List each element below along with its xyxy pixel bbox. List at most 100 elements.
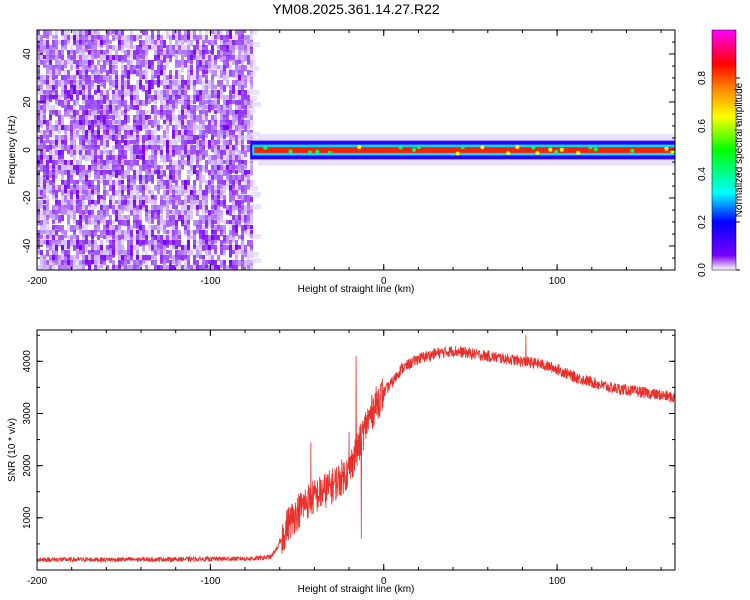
noise-cell: [73, 75, 76, 84]
noise-cell: [97, 160, 100, 170]
noise-cell: [76, 60, 79, 68]
noise-cell: [97, 30, 100, 39]
noise-cell: [37, 80, 40, 86]
noise-cell: [73, 85, 76, 95]
spectrogram-signal-line: [250, 134, 675, 166]
noise-cell: [76, 235, 79, 244]
noise-cell: [202, 55, 205, 60]
noise-cell: [166, 205, 169, 211]
noise-cell: [154, 185, 157, 191]
signal-speckle: [593, 147, 598, 152]
noise-cell: [88, 145, 91, 150]
noise-cell: [184, 130, 187, 136]
spectrogram-x-ticks: -200 -100 0 100: [27, 30, 662, 287]
noise-cell: [196, 135, 199, 140]
signal-speckle: [548, 147, 553, 152]
noise-cell: [82, 255, 85, 262]
noise-cell: [175, 60, 178, 69]
noise-cell: [139, 35, 142, 40]
noise-cell: [43, 190, 46, 197]
noise-cell: [79, 45, 82, 53]
noise-cell: [169, 75, 172, 80]
noise-cell: [202, 70, 205, 78]
noise-cell: [235, 155, 238, 163]
noise-cell: [172, 265, 175, 270]
noise-cell: [151, 175, 154, 183]
noise-cell: [151, 105, 154, 115]
noise-cell: [130, 165, 133, 171]
noise-cell: [79, 40, 82, 50]
noise-cell: [217, 75, 220, 80]
noise-cell: [250, 45, 253, 52]
noise-cell: [205, 235, 208, 244]
noise-cell: [40, 250, 43, 258]
noise-cell: [235, 205, 238, 211]
noise-cell: [133, 235, 136, 242]
noise-cell: [163, 250, 166, 260]
noise-cell: [247, 105, 250, 110]
noise-cell: [166, 135, 169, 145]
noise-cell: [136, 240, 139, 245]
noise-cell: [37, 110, 40, 116]
noise-cell: [181, 95, 184, 101]
noise-cell: [112, 200, 115, 208]
noise-cell: [241, 120, 244, 126]
noise-cell: [202, 45, 205, 54]
noise-cell: [190, 195, 193, 205]
noise-cell: [187, 105, 190, 113]
noise-cell: [82, 150, 85, 155]
noise-cell: [49, 85, 52, 90]
noise-cell: [193, 235, 196, 242]
noise-cell: [151, 260, 154, 266]
noise-cell: [121, 30, 124, 37]
noise-cell: [151, 65, 154, 72]
noise-cell: [196, 190, 199, 200]
noise-cell: [103, 140, 106, 149]
noise-cell: [61, 200, 64, 209]
noise-cell: [211, 100, 214, 107]
noise-cell: [49, 260, 52, 270]
noise-cell: [211, 260, 214, 267]
noise-cell: [214, 230, 217, 235]
noise-cell: [40, 130, 43, 135]
noise-cell: [115, 100, 118, 105]
x-tick-label: -200: [27, 576, 47, 587]
noise-cell: [148, 190, 151, 195]
noise-cell: [112, 30, 115, 35]
noise-cell: [181, 125, 184, 130]
noise-cell: [157, 190, 160, 195]
noise-cell: [37, 45, 40, 53]
noise-cell: [85, 60, 88, 65]
noise-cell: [82, 265, 85, 270]
noise-cell: [250, 245, 253, 252]
noise-cell: [175, 135, 178, 140]
noise-cell: [70, 95, 73, 101]
noise-cell: [61, 100, 64, 108]
noise-cell: [190, 80, 193, 85]
noise-cell: [127, 65, 130, 72]
noise-cell: [160, 155, 163, 163]
noise-cell: [79, 80, 82, 89]
noise-cell: [217, 140, 220, 145]
noise-cell: [184, 215, 187, 225]
noise-cell: [130, 240, 133, 249]
noise-cell: [82, 110, 85, 117]
noise-cell: [121, 155, 124, 164]
noise-cell: [187, 75, 190, 82]
noise-cell: [61, 145, 64, 152]
noise-cell: [211, 170, 214, 180]
noise-cell: [70, 50, 73, 55]
noise-cell: [199, 220, 202, 230]
noise-cell: [235, 70, 238, 79]
noise-cell: [220, 185, 223, 190]
noise-cell: [58, 125, 61, 134]
noise-cell: [139, 135, 142, 143]
noise-cell: [94, 110, 97, 116]
noise-cell: [100, 140, 103, 146]
noise-cell: [91, 160, 94, 168]
noise-cell: [127, 215, 130, 223]
spectrogram-noise-region: [37, 30, 262, 270]
noise-cell: [136, 225, 139, 230]
noise-cell: [52, 150, 55, 157]
noise-cell: [40, 90, 43, 97]
